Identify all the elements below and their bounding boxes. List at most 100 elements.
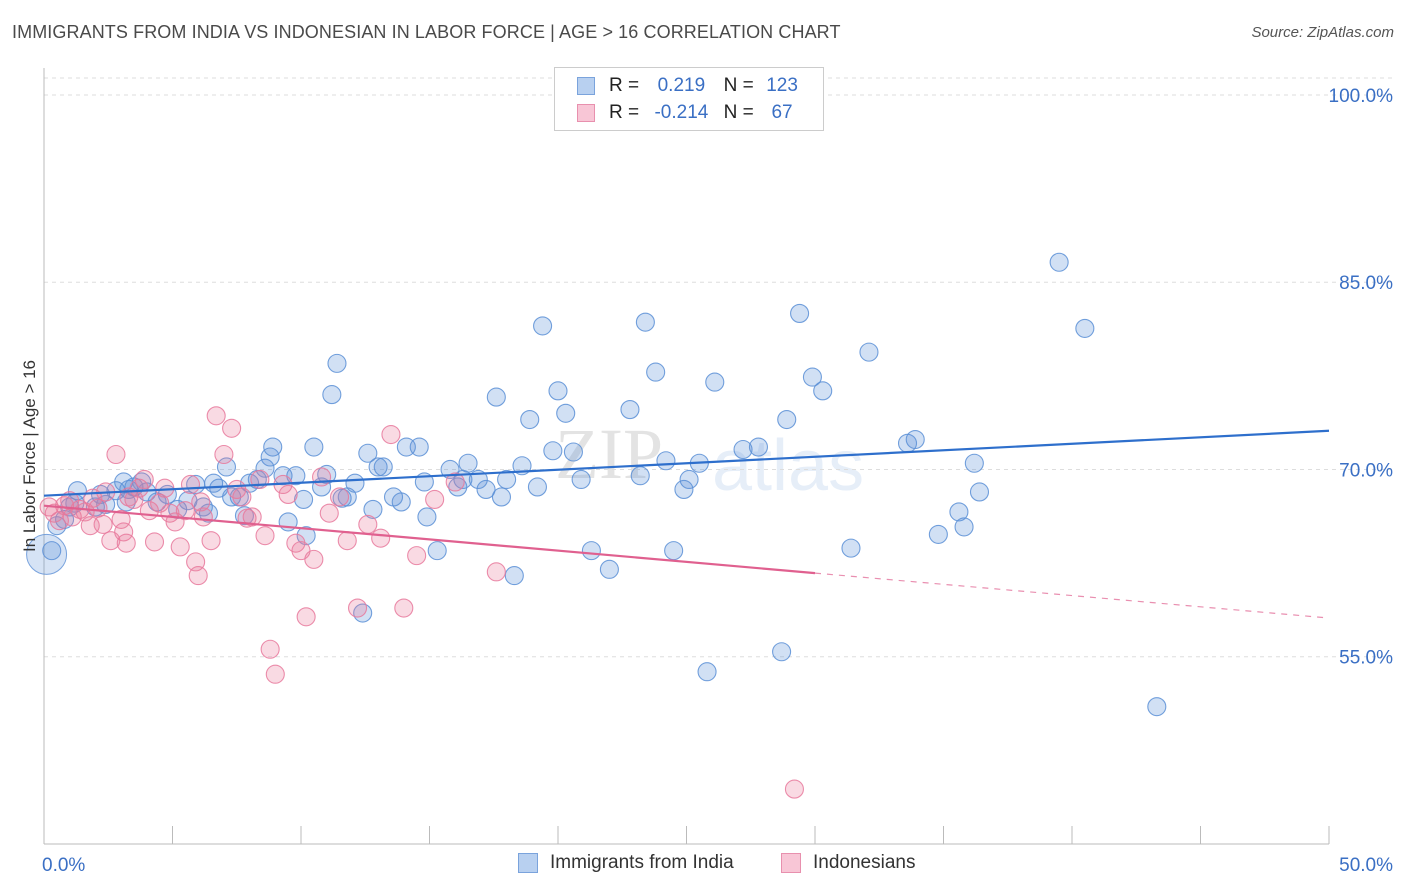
india-point-28 <box>234 506 255 526</box>
india-point-103 <box>949 502 969 522</box>
indonesian-point-64 <box>445 472 465 492</box>
axes <box>43 68 1330 845</box>
india-point-55 <box>409 437 429 457</box>
india-point-31 <box>255 458 275 478</box>
indonesian-point-34 <box>193 507 213 527</box>
indonesian-point-10 <box>88 498 108 518</box>
india-point-87 <box>679 469 699 490</box>
india-point-68 <box>504 566 524 586</box>
india-point-94 <box>777 409 797 430</box>
y-axis-label: In Labor Force | Age > 16 <box>20 359 39 553</box>
india-point-49 <box>363 499 383 519</box>
india-point-90 <box>705 372 725 392</box>
india-point-33 <box>263 437 283 457</box>
chart-title: IMMIGRANTS FROM INDIA VS INDONESIAN IN L… <box>12 22 841 42</box>
indonesian-point-35 <box>201 531 221 551</box>
india-point-21 <box>193 497 213 517</box>
indonesian-point-11 <box>93 514 113 534</box>
indonesian-point-21 <box>134 469 154 490</box>
india-point-102 <box>928 524 948 544</box>
indonesian-point-52 <box>304 549 324 569</box>
indonesian-point-17 <box>116 533 136 553</box>
r-label: R = <box>609 102 640 123</box>
stats-legend: R = 0.219 N = 123 R = -0.214 N = 67 <box>554 67 824 131</box>
india-point-0 <box>42 541 62 561</box>
india-point-105 <box>964 453 984 473</box>
india-point-46 <box>345 473 365 493</box>
india-point-71 <box>527 477 547 497</box>
india-point-72 <box>533 316 553 336</box>
india-point-80 <box>620 400 640 420</box>
india-point-22 <box>198 503 219 523</box>
india-point-64 <box>476 479 496 500</box>
indonesian-point-16 <box>114 522 134 542</box>
india-point-86 <box>674 479 694 500</box>
watermark-zip: ZIP <box>555 414 663 494</box>
indonesian-point-28 <box>170 537 190 557</box>
indonesian-legend-swatch <box>781 853 801 873</box>
indonesian-point-20 <box>129 478 149 498</box>
indonesian-trend-line <box>43 504 816 575</box>
india-point-85 <box>664 541 684 561</box>
y-tick-label-85: 85.0% <box>1339 273 1393 294</box>
india-point-84 <box>656 451 676 471</box>
indonesian-point-15 <box>111 509 131 529</box>
n-value-india: 123 <box>766 75 798 96</box>
india-point-57 <box>417 507 437 527</box>
india-point-109 <box>1147 697 1167 717</box>
indonesian-point-59 <box>371 528 391 548</box>
stats-text-indonesian: R = -0.214 N = 67 <box>609 102 805 124</box>
indonesian-point-58 <box>358 514 378 534</box>
india-point-11 <box>116 492 136 512</box>
indonesian-legend-label: Indonesians <box>813 852 916 873</box>
trend-lines <box>43 429 1330 619</box>
indonesian-point-37 <box>214 444 234 465</box>
india-point-108 <box>1075 318 1095 338</box>
india-point-104 <box>954 517 974 537</box>
indonesian-point-24 <box>150 493 170 513</box>
gridlines <box>44 77 1393 658</box>
indonesian-point-40 <box>232 487 252 507</box>
india-point-large <box>26 533 68 575</box>
y-tick-label-70: 70.0% <box>1339 460 1393 481</box>
y-tick-label-100: 100.0% <box>1329 86 1394 107</box>
indonesian-point-45 <box>260 639 280 659</box>
y-tick-label-55: 55.0% <box>1339 648 1393 669</box>
indonesian-point-63 <box>425 489 445 509</box>
india-point-106 <box>969 482 990 502</box>
indonesian-point-32 <box>188 566 208 586</box>
indonesian-point-44 <box>255 526 275 546</box>
india-point-96 <box>802 367 822 387</box>
india-trend-line <box>43 429 1330 497</box>
indonesian-point-60 <box>381 424 401 445</box>
india-point-50 <box>368 457 388 477</box>
indonesian-point-46 <box>265 664 285 684</box>
india-point-107 <box>1049 252 1069 272</box>
india-point-48 <box>358 443 378 463</box>
india-point-93 <box>772 642 792 662</box>
india-points <box>26 252 1167 717</box>
indonesian-points <box>39 406 804 799</box>
indonesian-point-66 <box>784 779 804 799</box>
indonesian-point-55 <box>329 487 350 507</box>
india-point-66 <box>491 487 512 507</box>
india-point-67 <box>497 469 517 490</box>
india-point-79 <box>599 559 619 579</box>
india-point-62 <box>458 453 478 473</box>
source-label: Source: ZipAtlas.com <box>1251 24 1394 41</box>
india-point-1 <box>47 516 67 536</box>
india-point-73 <box>543 441 563 461</box>
india-point-75 <box>556 403 576 423</box>
tick-labels: 55.0% 70.0% 85.0% 100.0% 0.0% 50.0% <box>42 86 1393 876</box>
india-point-25 <box>216 457 237 477</box>
india-point-101 <box>905 429 925 450</box>
india-point-70 <box>520 409 540 430</box>
india-point-38 <box>296 526 316 546</box>
india-point-43 <box>327 353 347 373</box>
india-point-92 <box>748 437 769 457</box>
indonesian-point-65 <box>486 562 506 582</box>
india-swatch <box>577 77 595 95</box>
indonesian-point-62 <box>407 546 427 566</box>
indonesian-swatch <box>577 104 595 122</box>
indonesian-point-54 <box>319 503 339 523</box>
